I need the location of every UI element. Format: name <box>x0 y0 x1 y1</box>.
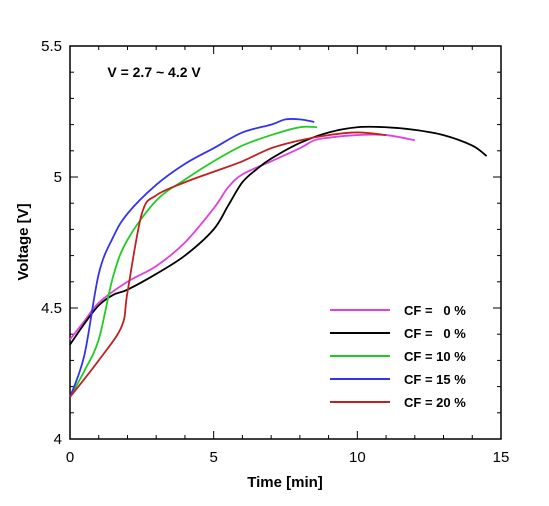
legend-label-4: CF = 20 % <box>404 395 466 410</box>
y-tick-label: 5.5 <box>41 38 62 55</box>
series-line-1 <box>69 125 488 346</box>
legend-label-2: CF = 10 % <box>404 349 466 364</box>
legend: CF = 0 % CF = 0 % CF = 10 % CF = 15 % CF = 2… <box>330 303 466 410</box>
y-tick-label: 4 <box>54 431 62 448</box>
legend-label-1: CF = 0 % <box>404 326 466 341</box>
series-line-0 <box>69 133 415 340</box>
legend-label-3: CF = 15 % <box>404 372 466 387</box>
series-line-4 <box>69 131 387 398</box>
x-axis-title: Time [min] <box>247 474 323 491</box>
x-tick-label: 10 <box>349 449 366 466</box>
x-tick-label: 15 <box>493 449 510 466</box>
x-tick-label: 5 <box>209 449 217 466</box>
y-tick-label: 4.5 <box>41 300 62 317</box>
legend-label-0: CF = 0 % <box>404 303 466 318</box>
x-tick-label: 0 <box>66 449 74 466</box>
annotation-label: V = 2.7 ~ 4.2 V <box>107 64 201 80</box>
plot-frame <box>69 45 502 440</box>
series-group <box>69 117 488 398</box>
ticks-group: 0 5 10 15 4 4.5 5 5.5 <box>41 38 509 466</box>
series-line-2 <box>69 125 318 398</box>
y-axis-title: Voltage [V] <box>15 203 32 280</box>
y-tick-label: 5 <box>54 169 62 186</box>
annotations-group: V = 2.7 ~ 4.2 V <box>107 64 201 80</box>
series-line-3 <box>69 117 315 398</box>
axes-group <box>69 45 502 440</box>
